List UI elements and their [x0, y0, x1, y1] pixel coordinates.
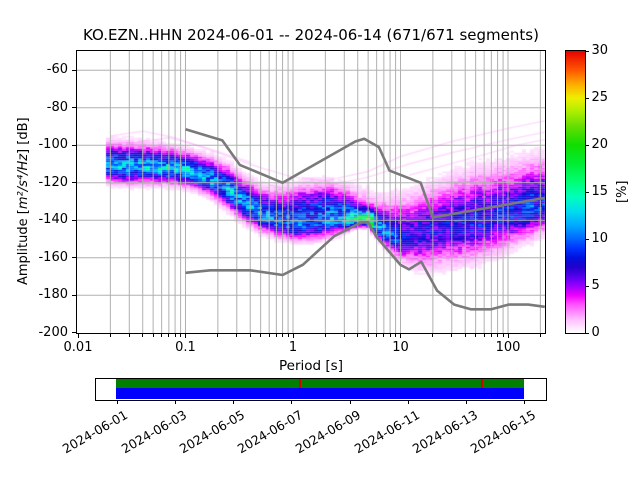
timeline-tick-mark	[116, 399, 118, 404]
timeline-tick-mark	[349, 399, 351, 404]
y-tick-mark	[72, 257, 76, 259]
timeline-tick-mark	[524, 399, 526, 404]
x-minor-tick-mark	[174, 334, 176, 337]
colorbar-tick-label: 0	[591, 325, 600, 340]
y-tick-label: -200	[38, 324, 68, 340]
y-tick-label: -120	[38, 174, 68, 190]
nlnm-noise-model-line	[185, 221, 545, 311]
gridlines	[77, 51, 545, 333]
y-tick-label: -140	[38, 212, 68, 228]
y-tick-mark	[72, 107, 76, 109]
x-tick-label: 100	[495, 340, 521, 355]
y-tick-mark	[72, 219, 76, 221]
x-minor-tick-mark	[451, 334, 453, 337]
x-tick-label: 1	[288, 340, 298, 355]
x-minor-tick-mark	[539, 334, 541, 337]
colorbar	[564, 50, 586, 334]
timeline-coverage-fill	[116, 378, 524, 400]
x-minor-tick-mark	[490, 334, 492, 337]
y-tick-mark	[72, 294, 76, 296]
y-tick-label: -80	[46, 99, 68, 115]
y-tick-label: -180	[38, 287, 68, 303]
x-minor-tick-mark	[217, 334, 219, 337]
colorbar-tick-label: 30	[591, 43, 609, 58]
x-minor-tick-mark	[236, 334, 238, 337]
nhnm-noise-model-line	[185, 128, 546, 219]
x-tick-label: 10	[392, 340, 409, 355]
x-tick-mark	[185, 334, 186, 338]
x-minor-tick-mark	[367, 334, 369, 337]
x-minor-tick-mark	[389, 334, 391, 337]
colorbar-tick-label: 10	[591, 231, 609, 246]
timeline-tick-mark	[233, 399, 235, 404]
x-minor-tick-mark	[152, 334, 154, 337]
y-tick-mark	[72, 69, 76, 71]
x-minor-tick-mark	[168, 334, 170, 337]
x-minor-tick-mark	[432, 334, 434, 337]
x-minor-tick-mark	[287, 334, 289, 337]
x-minor-tick-mark	[275, 334, 277, 337]
x-minor-tick-mark	[383, 334, 385, 337]
colorbar-tick-label: 20	[591, 137, 609, 152]
x-minor-tick-mark	[376, 334, 378, 337]
timeline-tick-mark	[466, 399, 468, 404]
x-tick-mark	[77, 334, 79, 338]
colorbar-tick-mark	[584, 238, 589, 240]
x-axis-label: Period [s]	[279, 358, 343, 374]
x-minor-tick-mark	[128, 334, 130, 337]
x-minor-tick-mark	[109, 334, 111, 337]
timeline-tick-mark	[407, 399, 409, 404]
x-minor-tick-mark	[180, 334, 182, 337]
x-minor-tick-mark	[464, 334, 466, 337]
colorbar-tick-label: 5	[591, 278, 600, 293]
x-minor-tick-mark	[282, 334, 284, 337]
y-tick-label: -100	[38, 137, 68, 153]
timeline-tick-mark	[174, 399, 176, 404]
y-tick-mark	[72, 332, 76, 334]
x-minor-tick-mark	[161, 334, 163, 337]
timeline-tick-mark	[291, 399, 293, 404]
x-tick-label: 0.01	[63, 340, 93, 355]
x-minor-tick-mark	[497, 334, 499, 337]
x-minor-tick-mark	[268, 334, 270, 337]
timeline-gap-mark	[481, 378, 483, 388]
x-minor-tick-mark	[502, 334, 504, 337]
y-tick-label: -60	[46, 62, 68, 78]
x-minor-tick-mark	[475, 334, 477, 337]
x-tick-mark	[400, 334, 401, 338]
colorbar-tick-mark	[584, 50, 589, 52]
x-minor-tick-mark	[142, 334, 144, 337]
colorbar-tick-mark	[584, 332, 589, 334]
x-minor-tick-mark	[324, 334, 326, 337]
x-minor-tick-mark	[357, 334, 359, 337]
x-minor-tick-mark	[249, 334, 251, 337]
colorbar-tick-mark	[584, 191, 589, 193]
colorbar-tick-label: 25	[591, 90, 609, 105]
x-minor-tick-mark	[483, 334, 485, 337]
y-tick-mark	[72, 182, 76, 184]
chart-title: KO.EZN..HHN 2024-06-01 -- 2024-06-14 (67…	[83, 26, 539, 44]
timeline-coverage-green	[116, 378, 524, 388]
timeline-gap-mark	[299, 378, 301, 388]
timeline-histogram-blue	[116, 387, 524, 400]
y-tick-mark	[72, 144, 76, 146]
plot-axes-frame	[76, 50, 546, 334]
x-minor-tick-mark	[343, 334, 345, 337]
x-tick-mark	[507, 334, 509, 338]
colorbar-tick-mark	[584, 144, 589, 146]
y-tick-label: -160	[38, 249, 68, 265]
x-minor-tick-mark	[395, 334, 397, 337]
x-tick-mark	[292, 334, 294, 338]
x-minor-tick-mark	[260, 334, 262, 337]
colorbar-label: [%]	[615, 180, 630, 204]
colorbar-tick-label: 15	[591, 184, 609, 199]
colorbar-tick-mark	[584, 285, 589, 287]
x-tick-label: 0.1	[175, 340, 196, 355]
timeline-coverage-box	[95, 377, 547, 401]
colorbar-tick-mark	[584, 97, 589, 99]
